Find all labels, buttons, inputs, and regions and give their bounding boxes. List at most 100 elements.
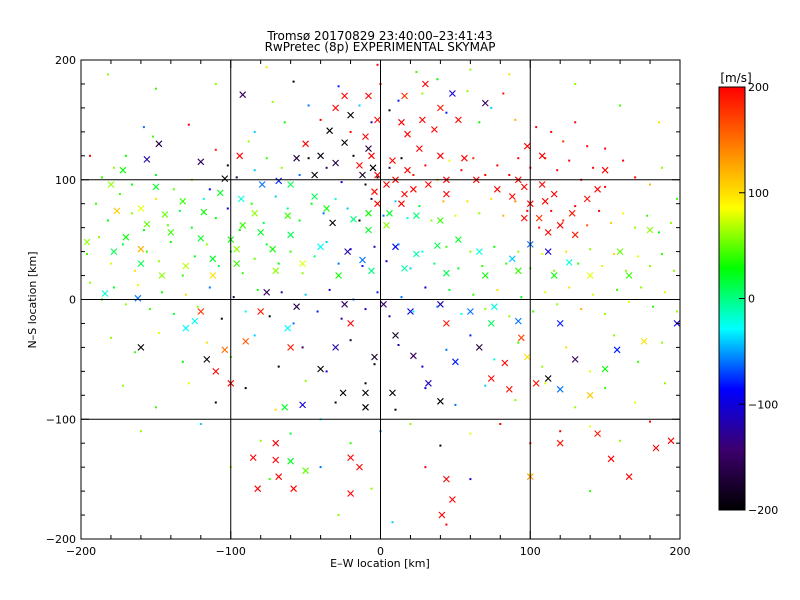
data-point-dot [214,148,217,151]
data-point-x-marker [137,344,145,351]
data-point-dot [649,265,651,267]
data-point-dot [241,272,244,275]
data-point-x-marker [284,324,292,332]
data-point-x-marker [523,353,531,361]
data-point-dot [349,130,352,133]
data-point-dot [247,140,250,143]
data-point-dot [517,341,520,344]
data-point-dot [124,154,127,157]
data-point-dot [616,288,619,291]
data-point-x-marker [514,267,522,275]
data-point-x-marker [422,80,429,88]
data-point-x-marker [299,401,306,409]
data-point-x-marker [272,439,280,447]
data-point-x-marker [455,116,462,124]
data-point-dot [493,358,496,361]
data-point-dot [469,478,472,481]
data-point-x-marker [413,212,420,220]
data-point-dot [301,346,304,349]
data-point-dot [646,214,649,217]
data-point-x-marker [365,226,372,234]
data-point-dot [268,478,271,481]
data-point-dot [208,188,211,191]
data-point-dot [142,126,145,129]
data-point-dot [589,370,592,373]
data-point-x-marker [389,389,396,397]
data-point-dot [466,200,469,203]
x-axis-label: E–W location [km] [330,557,430,570]
data-point-dot [253,169,256,172]
data-point-x-marker [371,188,378,196]
data-point-x-marker [550,190,558,198]
data-point-dot [280,166,283,169]
data-point-dot [484,384,487,387]
data-point-dot [172,312,175,315]
data-point-x-marker [329,219,336,227]
data-point-x-marker [263,288,271,296]
data-point-dot [214,401,217,404]
y-tick-label: 200 [55,54,76,67]
data-point-dot [517,250,520,253]
data-point-dot [430,219,433,222]
data-point-dot [469,334,472,337]
data-point-dot [148,308,151,311]
data-point-dot [505,262,508,265]
data-point-dot [664,291,666,294]
data-point-x-marker [269,245,277,253]
data-point-x-marker [197,308,205,315]
data-point-x-marker [438,511,446,519]
data-point-dot [454,403,457,406]
data-point-x-marker [155,140,163,148]
data-point-dot [445,348,448,351]
data-point-dot [556,303,559,306]
data-point-x-marker [380,300,387,308]
data-point-x-marker [332,159,339,167]
data-point-x-marker [257,308,265,315]
data-point-dot [376,63,379,66]
data-point-dot [110,262,112,265]
data-point-dot [121,243,124,246]
data-point-dot [250,202,253,205]
data-point-dot [550,209,553,212]
colorbar-tick-label: 200 [748,81,769,94]
data-point-dot [445,245,448,248]
data-point-dot [448,159,451,162]
data-point-dot [370,121,373,124]
data-point-dot [634,176,637,179]
data-point-dot [274,195,277,198]
data-point-dot [253,257,256,260]
data-point-x-marker [443,475,450,483]
data-point-x-marker [541,197,549,205]
data-point-x-marker [407,308,414,315]
data-point-dot [151,135,154,138]
data-point-dot [319,118,322,121]
data-point-x-marker [287,457,294,465]
data-point-dot [325,166,328,169]
data-point-x-marker [607,455,615,463]
data-point-dot [652,305,654,308]
data-point-x-marker [299,260,306,267]
data-point-dot [574,205,577,208]
data-point-dot [388,109,391,112]
data-point-x-marker [410,185,417,193]
data-point-dot [307,104,310,107]
data-point-x-marker [449,90,456,97]
data-point-x-marker [212,368,220,375]
data-point-x-marker [383,221,390,229]
data-point-x-marker [317,152,324,160]
data-point-dot [130,212,133,215]
data-point-dot [454,214,457,217]
data-point-x-marker [452,358,459,366]
data-point-dot [313,255,316,258]
data-point-dot [154,197,157,200]
colorbar-tick-label: 0 [748,293,755,306]
data-point-dot [274,408,277,411]
data-point-dot [169,241,172,243]
data-point-x-marker [437,217,444,224]
data-point-dot [337,85,340,88]
data-point-x-marker [362,133,369,140]
data-point-dot [349,339,352,342]
data-point-x-marker [371,353,378,361]
data-point-dot [562,140,565,143]
